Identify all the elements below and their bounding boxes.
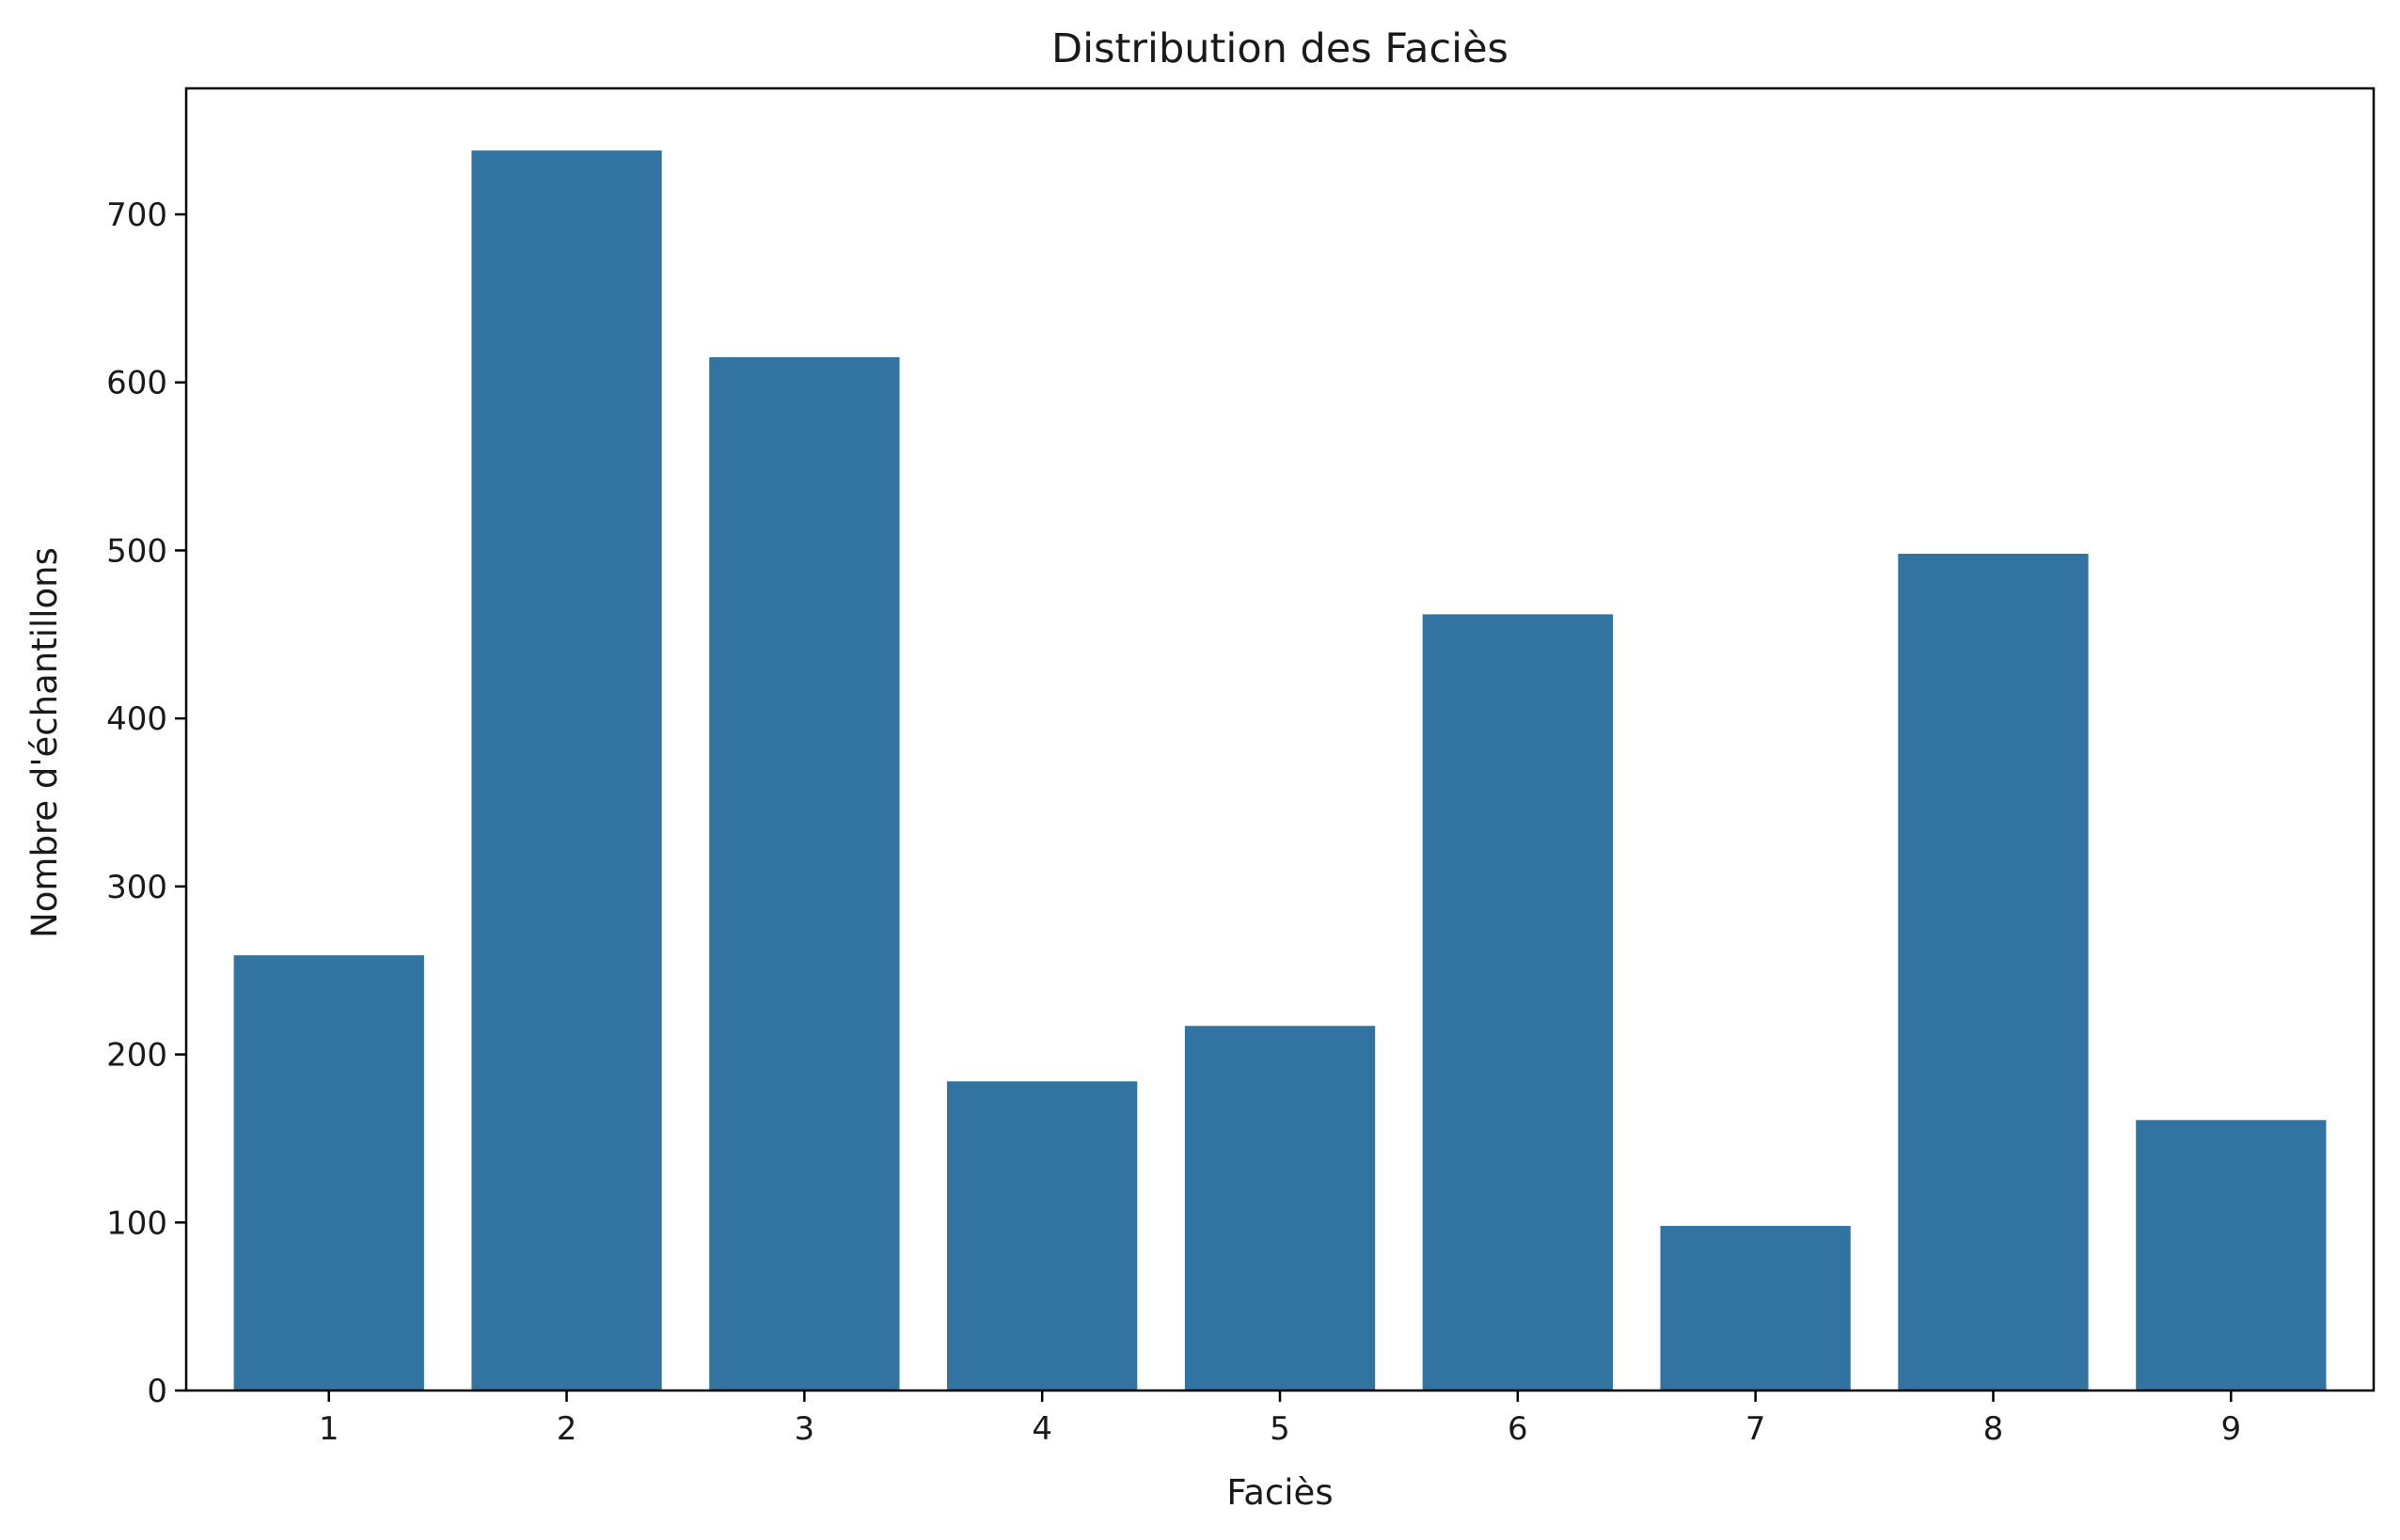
y-tick-label: 0 bbox=[147, 1373, 167, 1410]
x-axis-ticks: 1 2 3 4 5 6 7 8 9 bbox=[319, 1391, 2241, 1448]
y-tick-label: 700 bbox=[106, 196, 167, 234]
plot-frame bbox=[184, 86, 2376, 1392]
y-axis-ticks: 0 100 200 300 400 500 600 700 bbox=[106, 196, 186, 1410]
y-tick-label: 400 bbox=[106, 700, 167, 738]
bar-facies-6 bbox=[1422, 614, 1613, 1391]
bar-facies-1 bbox=[233, 955, 424, 1391]
bar-facies-8 bbox=[1898, 554, 2089, 1391]
x-tick-label: 1 bbox=[319, 1410, 339, 1448]
x-tick-label: 8 bbox=[1983, 1410, 2004, 1448]
x-tick-label: 4 bbox=[1032, 1410, 1052, 1448]
bar-facies-3 bbox=[709, 356, 900, 1391]
bar-facies-2 bbox=[471, 150, 662, 1391]
x-tick-label: 7 bbox=[1745, 1410, 1766, 1448]
y-tick-label: 500 bbox=[106, 532, 167, 570]
y-tick-label: 600 bbox=[106, 365, 167, 402]
y-tick-label: 300 bbox=[106, 869, 167, 906]
x-axis-label: Faciès bbox=[1226, 1472, 1333, 1513]
x-tick-label: 6 bbox=[1508, 1410, 1528, 1448]
x-tick-label: 2 bbox=[557, 1410, 577, 1448]
bar-facies-4 bbox=[947, 1081, 1138, 1391]
x-tick-label: 9 bbox=[2220, 1410, 2241, 1448]
y-tick-label: 200 bbox=[106, 1037, 167, 1075]
y-tick-label: 100 bbox=[106, 1204, 167, 1242]
bar-facies-5 bbox=[1184, 1026, 1376, 1391]
bar-facies-7 bbox=[1660, 1225, 1851, 1391]
bars-layer bbox=[233, 150, 2327, 1391]
x-tick-label: 5 bbox=[1270, 1410, 1290, 1448]
bar-facies-9 bbox=[2136, 1120, 2327, 1391]
chart-title: Distribution des Faciès bbox=[1051, 25, 1508, 72]
x-tick-label: 3 bbox=[795, 1410, 815, 1448]
y-axis-label: Nombre d'échantillons bbox=[24, 547, 65, 938]
